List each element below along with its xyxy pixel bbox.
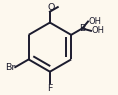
Text: Br: Br bbox=[5, 63, 15, 72]
Text: F: F bbox=[47, 84, 53, 93]
Text: O: O bbox=[48, 3, 55, 12]
Text: B: B bbox=[79, 24, 85, 33]
Text: OH: OH bbox=[92, 26, 105, 35]
Text: OH: OH bbox=[89, 17, 102, 26]
